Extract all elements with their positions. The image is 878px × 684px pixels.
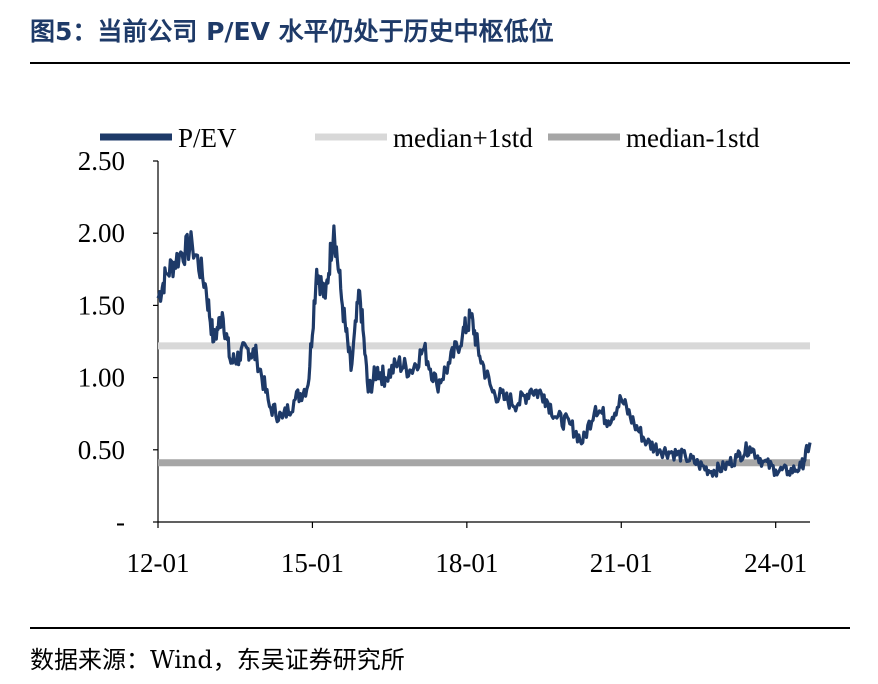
y-tick-label: - [116,507,125,537]
legend: P/EV median+1std median-1std [100,123,760,153]
x-tick-label: 24-01 [744,548,807,578]
y-tick-label: 0.50 [78,435,125,465]
top-divider [30,62,850,64]
bottom-divider [30,627,850,629]
legend-label-median-1std: median+1std [393,123,533,153]
data-source-note: 数据来源：Wind，东吴证券研究所 [30,646,405,674]
y-tick-label: 1.00 [78,363,125,393]
x-tick-label: 21-01 [590,548,653,578]
x-tick-label: 15-01 [281,548,344,578]
axes: - 0.50 1.00 1.50 2.00 2.50 12-01 15-01 18-01 21-0… [78,146,810,578]
y-tick-label: 1.50 [78,290,125,320]
plot-area [156,224,812,478]
y-tick-label: 2.50 [78,146,125,176]
chart-title: 图5：当前公司 P/EV 水平仍处于历史中枢低位 [30,17,554,46]
series-line-p-ev [156,224,812,478]
x-tick-label: 18-01 [435,548,498,578]
x-tick-label: 12-01 [127,548,190,578]
legend-label-p-ev: P/EV [178,123,237,153]
legend-label-median-1std: median-1std [626,123,760,153]
y-tick-label: 2.00 [78,218,125,248]
